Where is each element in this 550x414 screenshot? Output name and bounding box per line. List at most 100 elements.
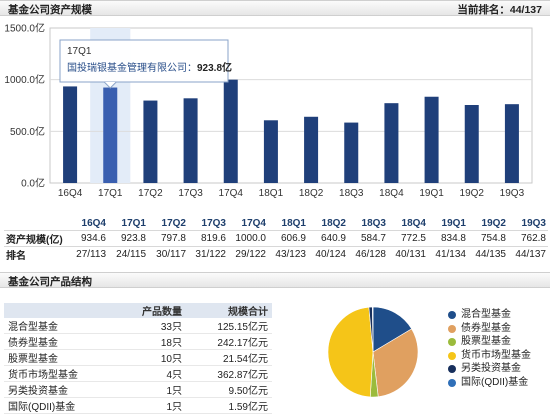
row-label xyxy=(4,216,68,231)
legend-label: 另类投资基金 xyxy=(461,363,521,375)
column-header xyxy=(4,303,116,318)
column-header: 产品数量 xyxy=(116,303,186,318)
table-cell: 27/113 xyxy=(68,246,108,262)
row-label: 排名 xyxy=(4,246,68,262)
table-cell: 17Q1 xyxy=(121,217,146,229)
legend-swatch xyxy=(448,311,456,319)
x-tick-label: 19Q2 xyxy=(460,188,485,199)
table-cell: 16Q4 xyxy=(81,217,106,229)
asset-size-title: 基金公司资产规模 xyxy=(8,4,92,16)
table-cell: 19Q2 xyxy=(481,217,506,229)
table-cell: 40/131 xyxy=(388,246,428,262)
bar-18Q4 xyxy=(384,103,399,183)
table-cell: 772.5 xyxy=(388,230,428,247)
fund-size: 21.54亿元 xyxy=(186,349,272,366)
bar-18Q1 xyxy=(263,120,278,183)
x-tick-label: 17Q1 xyxy=(98,188,123,199)
y-tick-label: 1500.0亿 xyxy=(4,22,45,35)
fund-count: 1只 xyxy=(116,381,186,398)
legend-item: 国际(QDII)基金 xyxy=(448,376,531,390)
table-cell: 819.6 xyxy=(188,230,228,247)
legend-swatch xyxy=(448,365,456,374)
bar-17Q1 xyxy=(103,87,118,183)
x-tick-label: 17Q3 xyxy=(178,188,203,199)
table-row: 混合型基金 33只 125.15亿元 xyxy=(4,318,272,334)
table-row: 国际(QDII)基金 1只 1.59亿元 xyxy=(4,397,272,414)
tooltip-box xyxy=(59,39,229,83)
pie-slice-混合型基金 xyxy=(372,306,413,353)
table-cell: 17Q3 xyxy=(201,217,226,229)
table-cell: 762.8 xyxy=(508,230,548,247)
pie-slice-债券型基金 xyxy=(372,328,419,398)
legend-swatch xyxy=(448,324,456,333)
bar-17Q2 xyxy=(143,100,158,183)
table-cell: 923.8 xyxy=(108,230,148,247)
legend-swatch xyxy=(448,338,456,347)
bar-16Q4 xyxy=(63,86,78,183)
table-cell: 40/124 xyxy=(308,246,348,262)
bar-19Q3 xyxy=(504,104,519,183)
table-cell: 754.8 xyxy=(468,230,508,247)
fund-type-name: 国际(QDII)基金 xyxy=(4,397,116,414)
table-cell: 44/137 xyxy=(508,246,548,262)
fund-type-name: 债券型基金 xyxy=(4,333,116,350)
product-structure-section-header: 基金公司产品结构 xyxy=(0,272,550,288)
product-structure-table: 产品数量 规模合计 混合型基金 33只 125.15亿元 债券型基金 18只 242.17亿元… xyxy=(4,303,272,414)
bar-18Q3 xyxy=(344,122,359,183)
x-tick-label: 18Q4 xyxy=(379,188,404,199)
row-label: 资产规模(亿) xyxy=(4,230,68,247)
table-cell: 18Q2 xyxy=(321,217,346,229)
table-row: 另类投资基金 1只 9.50亿元 xyxy=(4,381,272,398)
tooltip-pointer xyxy=(103,81,117,89)
table-cell: 834.8 xyxy=(428,230,468,247)
table-cell: 1000.0 xyxy=(228,230,268,247)
legend-item: 混合型基金 xyxy=(448,308,531,322)
legend-item: 债券型基金 xyxy=(448,322,531,336)
x-tick-label: 17Q2 xyxy=(138,188,163,199)
fund-count: 1只 xyxy=(116,397,186,414)
table-cell: 41/134 xyxy=(428,246,468,262)
x-tick-label: 17Q4 xyxy=(219,188,244,199)
table-row: 货币市场型基金 4只 362.87亿元 xyxy=(4,365,272,382)
table-cell: 19Q3 xyxy=(521,217,546,229)
fund-type-name: 另类投资基金 xyxy=(4,381,116,398)
current-rank-text: 当前排名：44/137 xyxy=(457,4,542,16)
tooltip-title: 17Q1 xyxy=(67,46,92,57)
table-cell: 17Q4 xyxy=(241,217,266,229)
table-cell: 797.8 xyxy=(148,230,188,247)
legend-swatch xyxy=(448,351,456,360)
fund-count: 33只 xyxy=(116,318,186,334)
fund-type-name: 混合型基金 xyxy=(4,318,116,334)
rank-row: 排名 27/113 24/115 30/117 31/122 29/122 43/123 40… xyxy=(4,246,548,262)
fund-type-name: 货币市场型基金 xyxy=(4,365,116,382)
table-row: 股票型基金 10只 21.54亿元 xyxy=(4,349,272,366)
table-cell: 31/122 xyxy=(188,246,228,262)
product-structure-title: 基金公司产品结构 xyxy=(8,276,92,288)
legend-item: 股票型基金 xyxy=(448,335,531,349)
fund-type-name: 股票型基金 xyxy=(4,349,116,366)
fund-count: 10只 xyxy=(116,349,186,366)
fund-size: 362.87亿元 xyxy=(186,365,272,382)
legend-item: 货币市场型基金 xyxy=(448,349,531,363)
table-cell: 606.9 xyxy=(268,230,308,247)
legend-swatch xyxy=(448,378,456,387)
bar-18Q2 xyxy=(304,116,319,183)
table-cell: 18Q3 xyxy=(361,217,386,229)
y-tick-label: 0.0亿 xyxy=(21,177,45,190)
fund-count: 4只 xyxy=(116,365,186,382)
asset-stats-table: 16Q4 17Q1 17Q2 17Q3 17Q4 18Q1 18Q2 18Q3 18Q4 19Q1… xyxy=(4,216,548,262)
table-cell: 19Q1 xyxy=(441,217,466,229)
bar-19Q2 xyxy=(464,105,479,183)
legend-label: 国际(QDII)基金 xyxy=(461,376,529,388)
table-cell: 29/122 xyxy=(228,246,268,262)
bar-17Q4 xyxy=(223,79,238,183)
y-tick-label: 500.0亿 xyxy=(10,125,45,138)
table-cell: 30/117 xyxy=(148,246,188,262)
legend-label: 混合型基金 xyxy=(461,309,511,320)
legend-label: 债券型基金 xyxy=(461,322,511,334)
pie-chart-svg xyxy=(327,306,419,398)
x-tick-label: 18Q2 xyxy=(299,188,324,199)
x-tick-label: 16Q4 xyxy=(58,188,83,199)
x-tick-label: 19Q1 xyxy=(419,188,444,199)
table-cell: 640.9 xyxy=(308,230,348,247)
